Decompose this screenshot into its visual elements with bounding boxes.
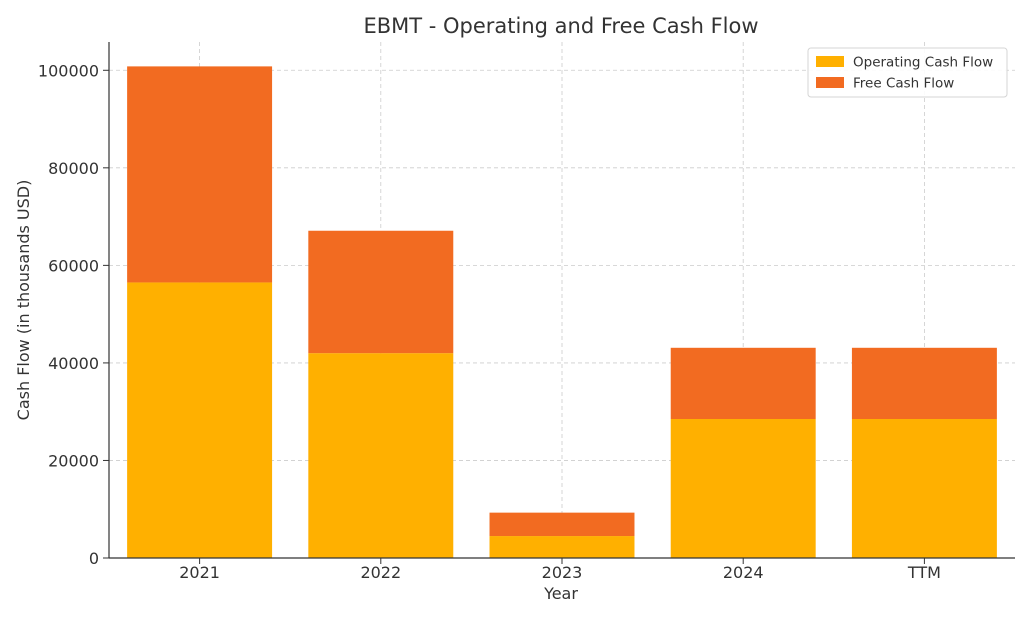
legend-label-operating-cash-flow: Operating Cash Flow: [853, 55, 993, 71]
x-tick-label: 2024: [723, 563, 764, 582]
y-tick-label: 80000: [48, 159, 99, 178]
chart-title: EBMT - Operating and Free Cash Flow: [363, 14, 758, 38]
legend-box: [807, 47, 1008, 98]
axes: [103, 42, 1015, 564]
x-axis-label: Year: [543, 584, 578, 603]
y-tick-label: 100000: [38, 61, 99, 80]
legend-swatch-free-cash-flow: [816, 77, 844, 88]
tick-labels: 0 20000 40000 60000 80000 100000 2021 2022 2023 2…: [38, 61, 941, 582]
bar-free-cash-flow-2024: [670, 347, 816, 420]
bar-free-cash-flow-2022: [308, 230, 454, 354]
legend-swatch-operating-cash-flow: [816, 56, 844, 67]
bar-free-cash-flow-2021: [127, 66, 273, 283]
y-axis-label: Cash Flow (in thousands USD): [14, 180, 33, 421]
bar-operating-cash-flow-2021: [127, 282, 273, 558]
bar-free-cash-flow-ttm: [851, 347, 997, 420]
bar-operating-cash-flow-2024: [670, 419, 816, 558]
x-tick-label: TTM: [907, 563, 941, 582]
y-tick-label: 40000: [48, 354, 99, 373]
bar-free-cash-flow-2023: [489, 512, 635, 537]
x-tick-label: 2021: [179, 563, 220, 582]
legend: Operating Cash Flow Free Cash Flow: [807, 47, 1008, 98]
bars: [127, 66, 997, 558]
x-tick-label: 2023: [542, 563, 583, 582]
legend-label-free-cash-flow: Free Cash Flow: [853, 76, 954, 92]
y-tick-label: 20000: [48, 451, 99, 470]
y-tick-label: 60000: [48, 256, 99, 275]
y-tick-label: 0: [89, 549, 99, 568]
bar-operating-cash-flow-2023: [489, 536, 635, 558]
bar-operating-cash-flow-ttm: [851, 419, 997, 558]
bar-operating-cash-flow-2022: [308, 353, 454, 558]
x-tick-label: 2022: [360, 563, 401, 582]
